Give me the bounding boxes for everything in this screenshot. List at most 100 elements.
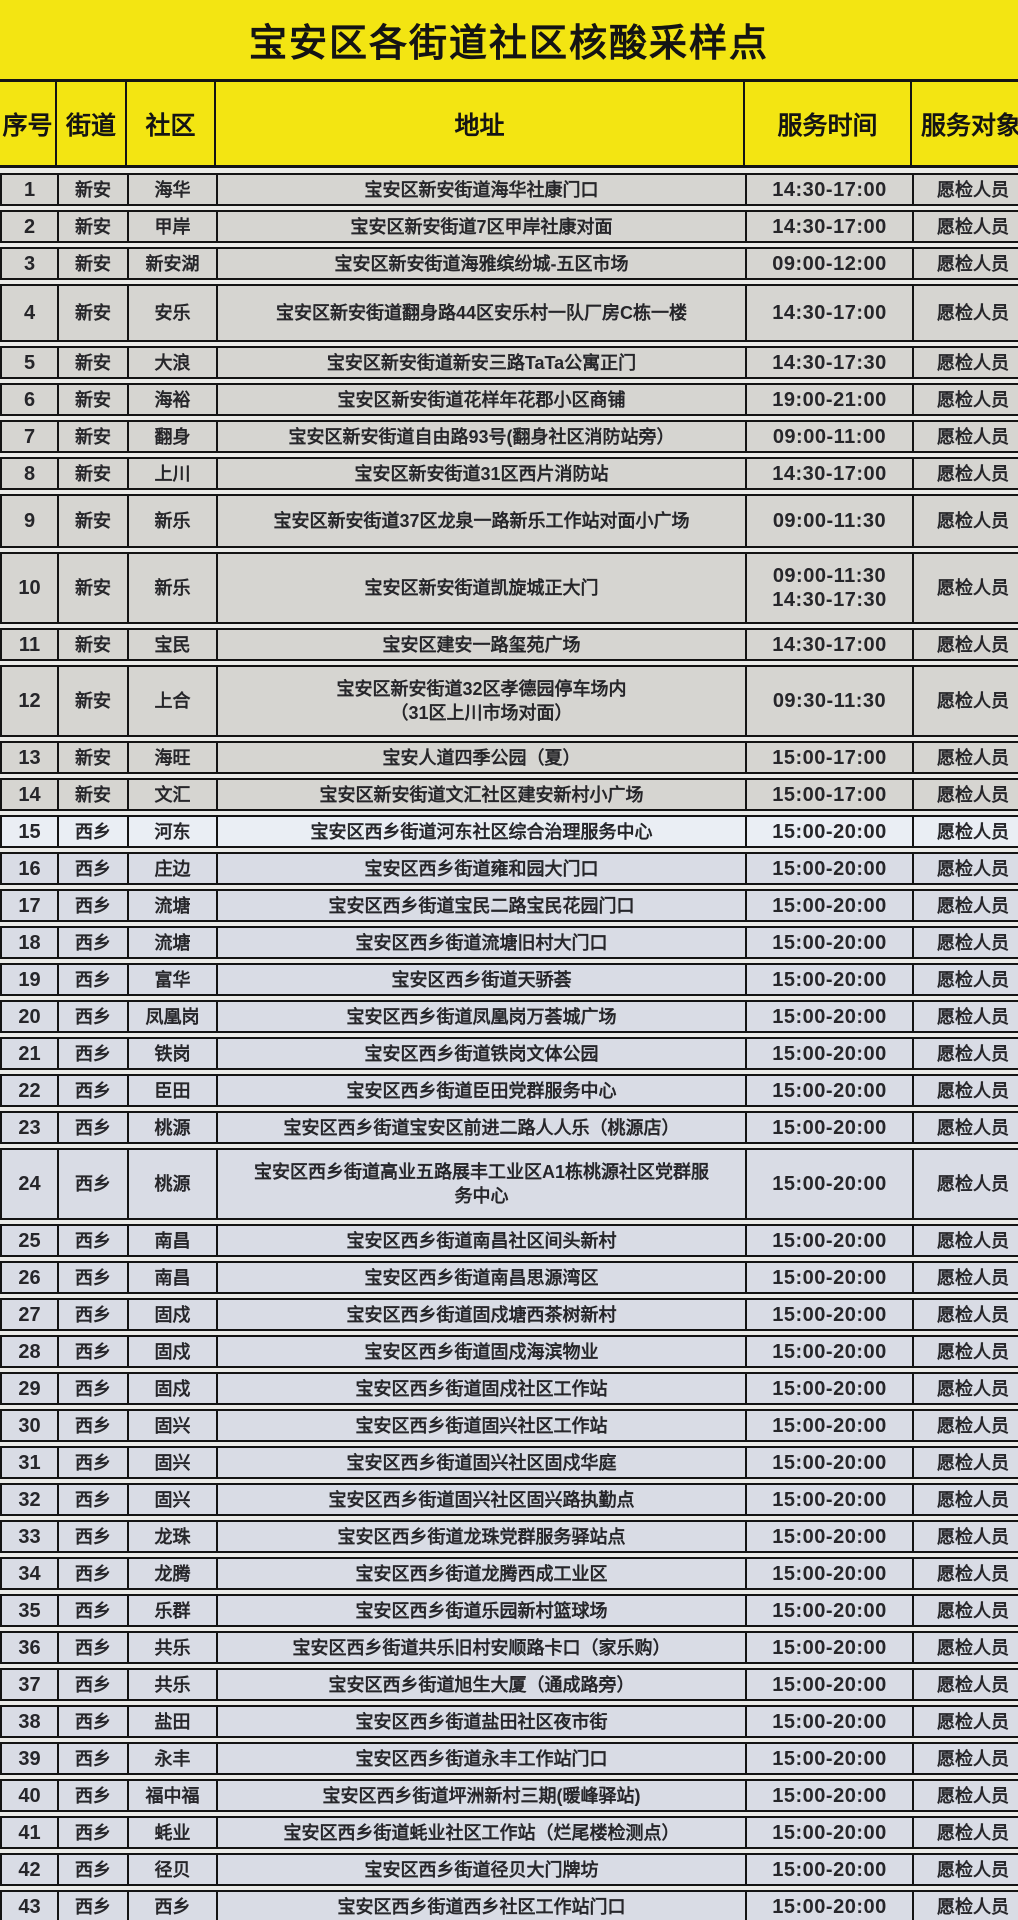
cell-street: 西乡 [59,1337,129,1366]
table-row: 16 西乡 庄边 宝安区西乡街道雍和园大门口 15:00-20:00 愿检人员 [0,852,1018,885]
cell-no: 36 [2,1633,59,1662]
cell-time: 15:00-20:00 [747,1707,914,1736]
cell-community: 固戍 [129,1374,218,1403]
cell-community: 海华 [129,175,218,204]
cell-time: 15:00-20:00 [747,1448,914,1477]
cell-community: 乐群 [129,1596,218,1625]
cell-street: 西乡 [59,1633,129,1662]
table-row: 15 西乡 河东 宝安区西乡街道河东社区综合治理服务中心 15:00-20:00… [0,815,1018,848]
cell-address: 宝安区西乡街道盐田社区夜市街 [218,1707,747,1736]
table-row: 12 新安 上合 宝安区新安街道32区孝德园停车场内 （31区上川市场对面） 0… [0,665,1018,737]
cell-target: 愿检人员 [914,1818,1018,1847]
cell-target: 愿检人员 [914,249,1018,278]
cell-community: 宝民 [129,630,218,659]
cell-target: 愿检人员 [914,1113,1018,1142]
cell-time: 15:00-20:00 [747,1855,914,1884]
cell-target: 愿检人员 [914,496,1018,546]
cell-address: 宝安区西乡街道臣田党群服务中心 [218,1076,747,1105]
cell-community: 龙珠 [129,1522,218,1551]
cell-no: 22 [2,1076,59,1105]
cell-address: 宝安区新安街道海华社康门口 [218,175,747,204]
table-row: 9 新安 新乐 宝安区新安街道37区龙泉一路新乐工作站对面小广场 09:00-1… [0,494,1018,548]
cell-community: 上合 [129,667,218,735]
cell-time: 14:30-17:00 [747,459,914,488]
cell-address: 宝安区新安街道凯旋城正大门 [218,554,747,622]
cell-no: 16 [2,854,59,883]
table-row: 5 新安 大浪 宝安区新安街道新安三路TaTa公寓正门 14:30-17:30 … [0,346,1018,379]
cell-community: 臣田 [129,1076,218,1105]
cell-time: 14:30-17:30 [747,348,914,377]
cell-no: 5 [2,348,59,377]
cell-community: 径贝 [129,1855,218,1884]
cell-street: 新安 [59,422,129,451]
table-row: 25 西乡 南昌 宝安区西乡街道南昌社区间头新村 15:00-20:00 愿检人… [0,1224,1018,1257]
cell-target: 愿检人员 [914,854,1018,883]
cell-time: 09:00-12:00 [747,249,914,278]
cell-street: 西乡 [59,854,129,883]
cell-street: 西乡 [59,1559,129,1588]
cell-target: 愿检人员 [914,780,1018,809]
cell-no: 21 [2,1039,59,1068]
table-row: 22 西乡 臣田 宝安区西乡街道臣田党群服务中心 15:00-20:00 愿检人… [0,1074,1018,1107]
cell-target: 愿检人员 [914,1596,1018,1625]
table-row: 29 西乡 固戍 宝安区西乡街道固戍社区工作站 15:00-20:00 愿检人员 [0,1372,1018,1405]
cell-community: 共乐 [129,1633,218,1662]
cell-no: 18 [2,928,59,957]
cell-time: 15:00-20:00 [747,1002,914,1031]
cell-community: 固兴 [129,1411,218,1440]
cell-no: 42 [2,1855,59,1884]
cell-address: 宝安区建安一路玺苑广场 [218,630,747,659]
cell-street: 西乡 [59,1522,129,1551]
cell-address: 宝安区西乡街道南昌社区间头新村 [218,1226,747,1255]
cell-no: 43 [2,1892,59,1920]
cell-address: 宝安区西乡街道宝民二路宝民花园门口 [218,891,747,920]
cell-community: 新乐 [129,554,218,622]
cell-time: 15:00-20:00 [747,1039,914,1068]
cell-street: 西乡 [59,1485,129,1514]
cell-community: 固戍 [129,1300,218,1329]
table-row: 17 西乡 流塘 宝安区西乡街道宝民二路宝民花园门口 15:00-20:00 愿… [0,889,1018,922]
cell-community: 福中福 [129,1781,218,1810]
cell-time: 15:00-20:00 [747,1744,914,1773]
table-row: 10 新安 新乐 宝安区新安街道凯旋城正大门 09:00-11:30 14:30… [0,552,1018,624]
cell-street: 西乡 [59,1002,129,1031]
cell-time: 15:00-20:00 [747,1337,914,1366]
cell-community: 大浪 [129,348,218,377]
cell-target: 愿检人员 [914,1039,1018,1068]
cell-street: 新安 [59,175,129,204]
cell-address: 宝安区西乡街道旭生大厦（通成路旁） [218,1670,747,1699]
cell-address: 宝安区西乡街道龙珠党群服务驿站点 [218,1522,747,1551]
cell-target: 愿检人员 [914,1781,1018,1810]
cell-time: 15:00-20:00 [747,817,914,846]
cell-time: 15:00-20:00 [747,1113,914,1142]
cell-target: 愿检人员 [914,1707,1018,1736]
cell-community: 新乐 [129,496,218,546]
cell-no: 37 [2,1670,59,1699]
cell-address: 宝安区西乡街道天骄荟 [218,965,747,994]
cell-time: 15:00-20:00 [747,1633,914,1662]
table-row: 35 西乡 乐群 宝安区西乡街道乐园新村篮球场 15:00-20:00 愿检人员 [0,1594,1018,1627]
cell-address: 宝安区西乡街道固戍社区工作站 [218,1374,747,1403]
table-row: 40 西乡 福中福 宝安区西乡街道坪洲新村三期(暖峰驿站) 15:00-20:0… [0,1779,1018,1812]
cell-address: 宝安区西乡街道蚝业社区工作站（烂尾楼检测点） [218,1818,747,1847]
cell-address: 宝安区新安街道31区西片消防站 [218,459,747,488]
cell-street: 新安 [59,249,129,278]
cell-no: 26 [2,1263,59,1292]
cell-no: 39 [2,1744,59,1773]
cell-no: 14 [2,780,59,809]
cell-time: 14:30-17:00 [747,286,914,340]
table-row: 37 西乡 共乐 宝安区西乡街道旭生大厦（通成路旁） 15:00-20:00 愿… [0,1668,1018,1701]
cell-target: 愿检人员 [914,212,1018,241]
table-row: 34 西乡 龙腾 宝安区西乡街道龙腾西成工业区 15:00-20:00 愿检人员 [0,1557,1018,1590]
cell-community: 凤凰岗 [129,1002,218,1031]
cell-no: 1 [2,175,59,204]
cell-street: 新安 [59,667,129,735]
cell-street: 西乡 [59,1744,129,1773]
cell-no: 7 [2,422,59,451]
cell-target: 愿检人员 [914,385,1018,414]
cell-community: 甲岸 [129,212,218,241]
cell-no: 23 [2,1113,59,1142]
cell-no: 4 [2,286,59,340]
cell-community: 上川 [129,459,218,488]
